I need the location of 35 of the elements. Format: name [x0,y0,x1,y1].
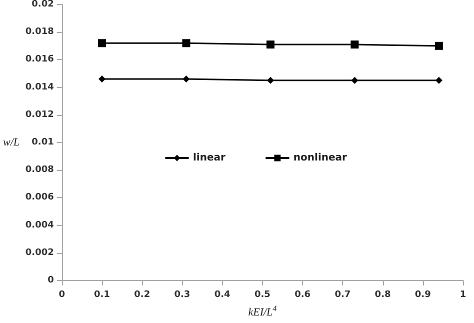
x-tick-label: 1 [460,290,466,300]
y-tick-label: 0.018 [25,27,54,38]
x-tick-label: 0.3 [174,290,190,300]
point [350,40,359,49]
x-tick-label: 0 [58,290,66,300]
y-tick-label: 0.006 [25,192,54,203]
x-tick-label: 0.9 [414,290,431,300]
y-tick-label: 0.02 [32,0,54,10]
legend-label: nonlinear [293,152,348,164]
x-tick-label: 0.2 [134,290,150,300]
point [98,39,106,48]
point [182,76,190,83]
y-tick-label: 0.004 [25,220,54,230]
legend-label: linear [193,152,226,164]
y-tick-label: 0.012 [25,110,54,120]
point [434,42,443,50]
y-tick-label: 0.014 [25,82,54,92]
point [266,40,274,49]
point [266,76,274,84]
y-tick-label: 0 [48,276,54,286]
y-tick-label: 0.002 [25,248,54,258]
x-tick-label: 0.8 [374,290,391,300]
y-tick-label: 0.01 [32,138,54,148]
y-tick-label: 0.016 [25,54,54,65]
x-tick-label: 0.4 [214,290,230,300]
x-tick-label: 0.5 [254,290,270,300]
point [435,76,442,84]
x-tick-label: 0.1 [94,290,110,300]
point [182,39,190,48]
x-tick-label: 0.7 [334,290,351,300]
x-tick-label: 0.6 [294,290,311,300]
y-tick-label: 0.008 [25,165,54,176]
point [351,76,358,84]
point [98,76,106,83]
y-axis-title: w/L [2,136,20,148]
